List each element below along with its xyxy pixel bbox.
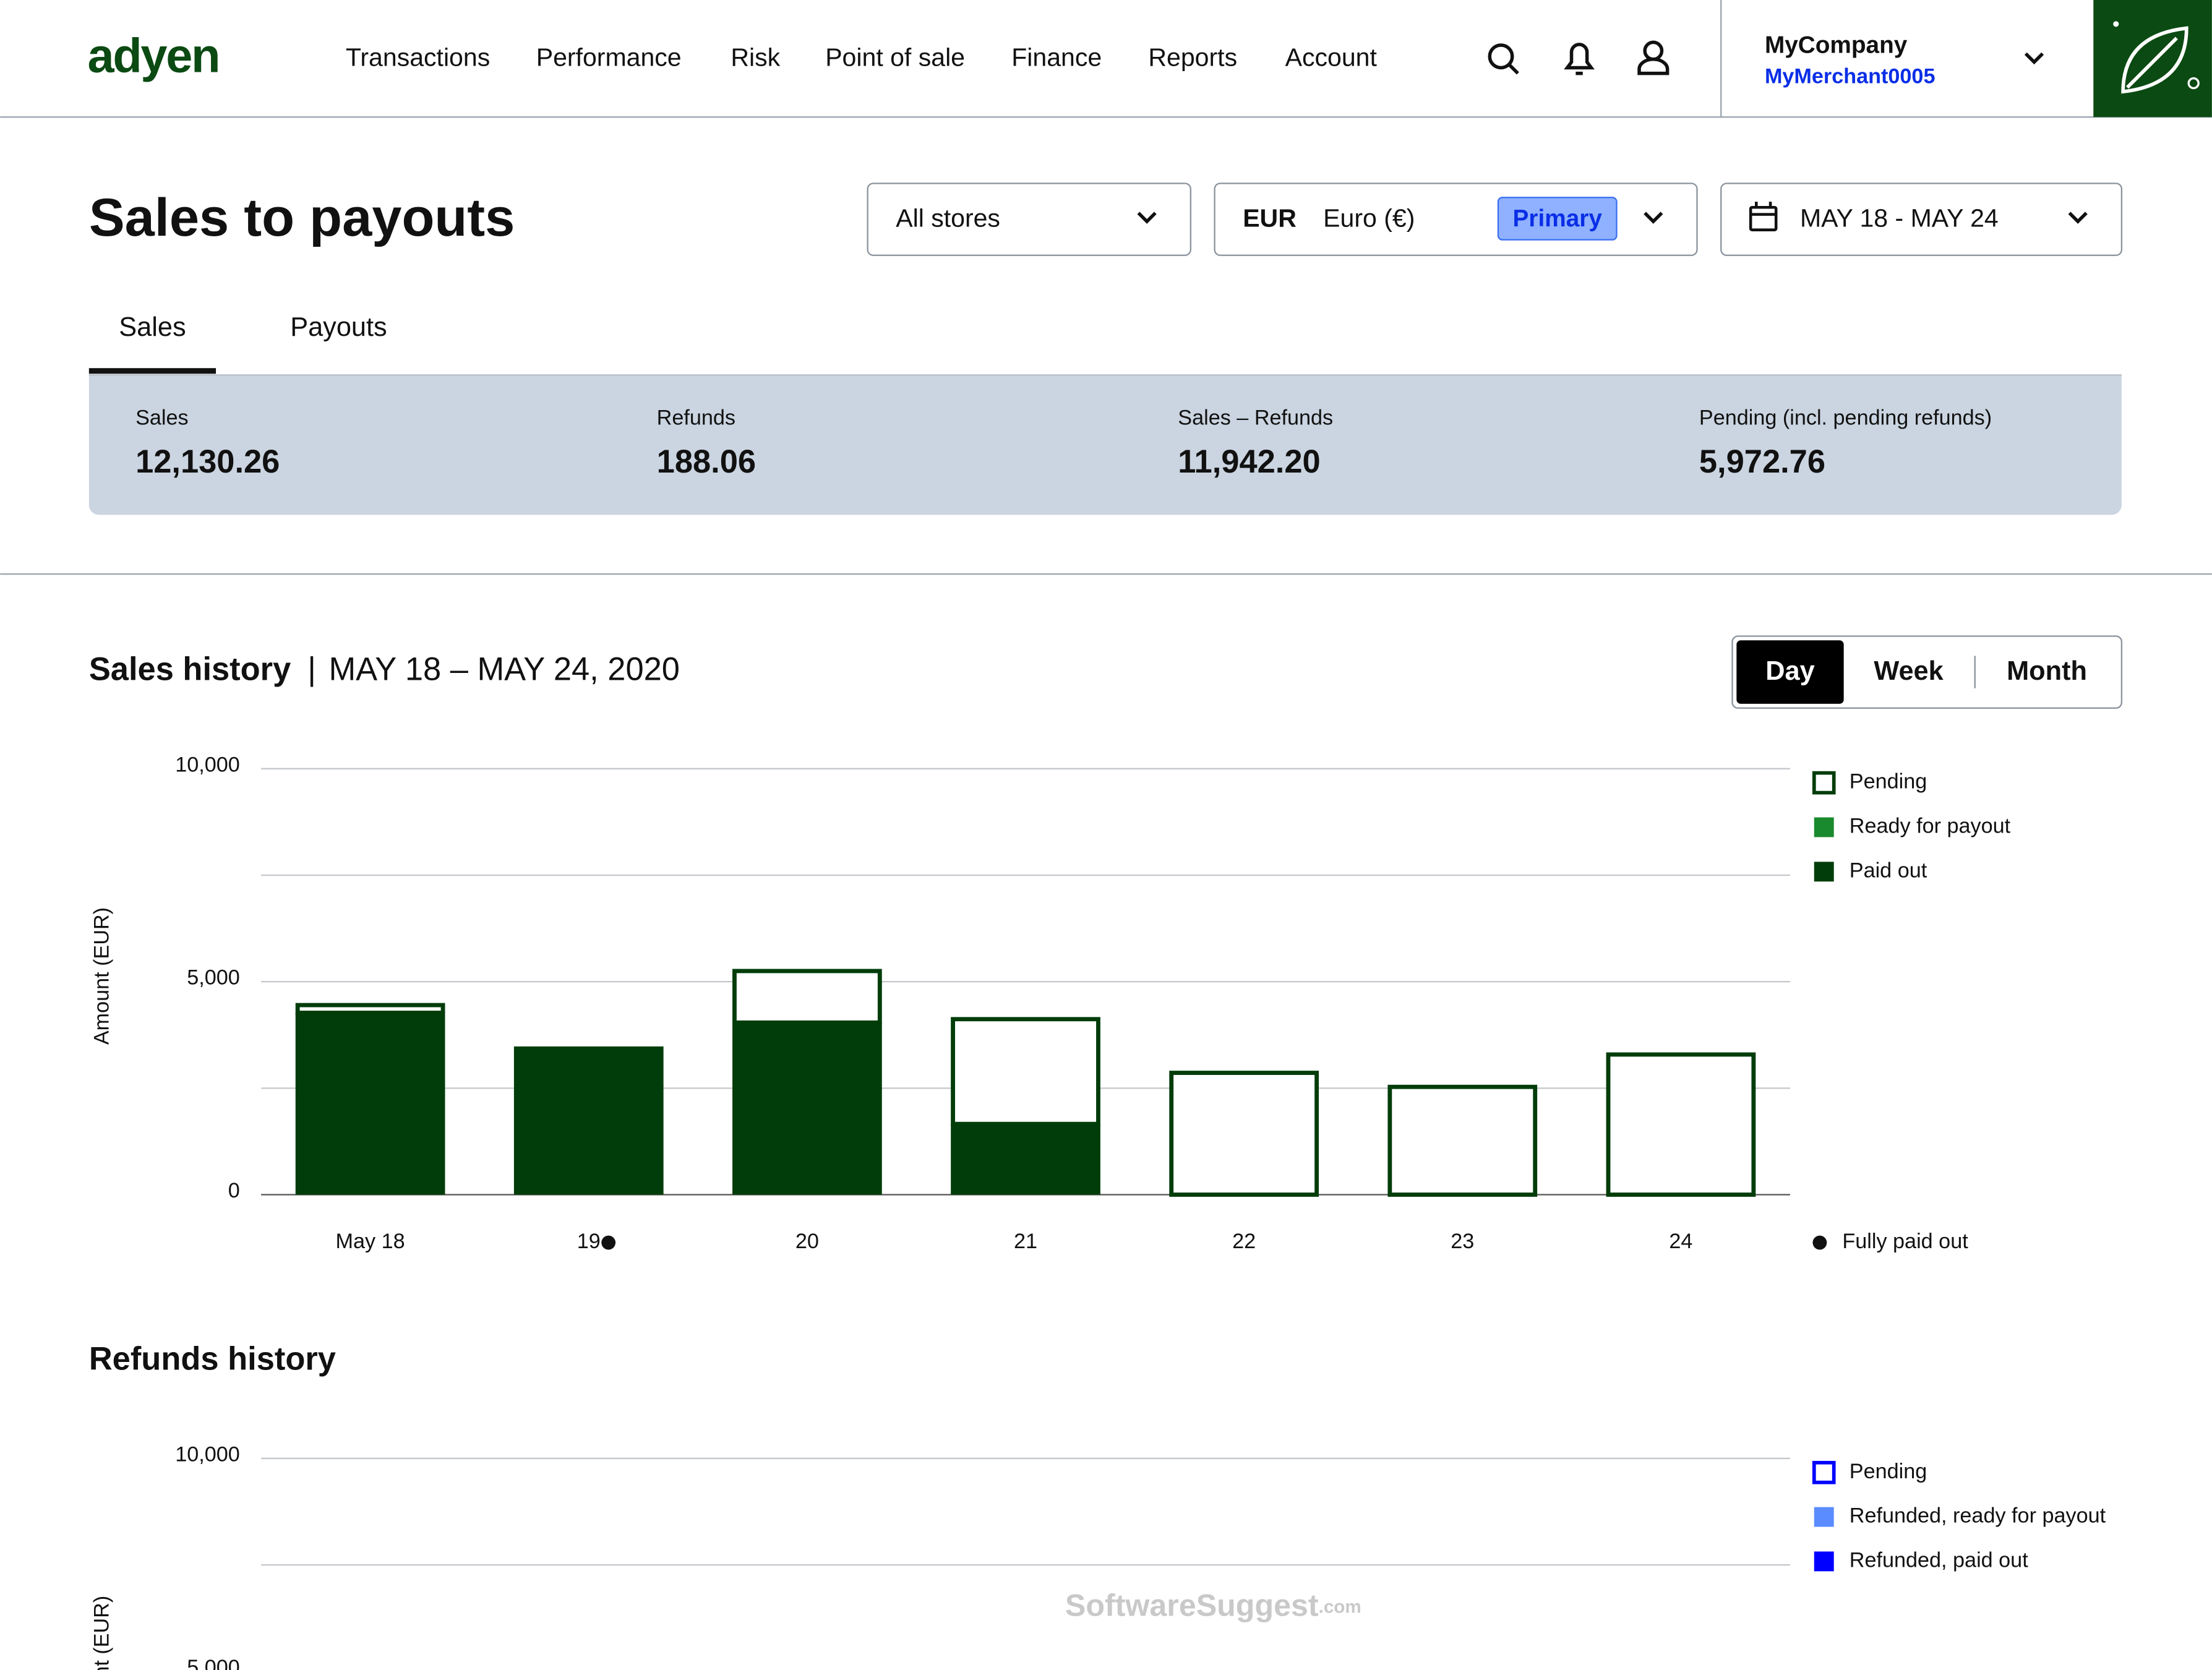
logo[interactable]: adyen (88, 29, 221, 82)
summary: Sales 12,130.26 Refunds 188.06 Sales – Refun… (135, 406, 1992, 480)
tab[interactable]: Sales (119, 312, 186, 342)
y-tick-label: 5,000 (187, 1656, 240, 1670)
legend-label: Pending (1850, 1460, 1927, 1483)
nav-item[interactable]: Transactions (346, 43, 490, 72)
store-select[interactable] (867, 182, 1191, 256)
bar-segment (513, 1046, 664, 1195)
nav-icons (1488, 40, 1670, 75)
tab-indicator (88, 368, 216, 374)
summary-value: 188.06 (657, 444, 756, 480)
nav-item[interactable]: Performance (536, 43, 682, 72)
nav-item[interactable]: Account (1285, 43, 1378, 72)
date-range[interactable]: MAY 18 - MAY 24 (1800, 204, 1999, 233)
bell-icon[interactable] (1564, 43, 1595, 75)
legend-swatch (1814, 1507, 1834, 1527)
bar-segment (951, 1017, 1100, 1126)
chart-subtitle: MAY 18 – MAY 24, 2020 (328, 651, 679, 687)
x-tick-label: 20 (795, 1230, 819, 1253)
x-tick-label: 22 (1232, 1230, 1256, 1253)
currency-name[interactable]: Euro (€) (1323, 204, 1415, 233)
legend-label: Refunded, ready for payout (1850, 1504, 2106, 1528)
bar-segment (732, 1022, 882, 1195)
nav-item[interactable]: Finance (1011, 43, 1102, 72)
nav-item[interactable]: Point of sale (825, 43, 965, 72)
x-tick-label: 24 (1669, 1230, 1692, 1253)
watermark-name: SoftwareSuggest (1065, 1588, 1319, 1623)
watermark: SoftwareSuggest.com (1065, 1588, 1361, 1623)
fully-paid-marker (601, 1235, 616, 1250)
summary-panel (88, 375, 2122, 515)
brand-tile (2093, 0, 2212, 118)
separator: | (307, 651, 316, 687)
y-tick-label: 10,000 (175, 1442, 240, 1466)
legend-label: Pending (1850, 770, 1927, 794)
summary-value: 5,972.76 (1699, 444, 1825, 480)
y-tick-label: 0 (228, 1179, 240, 1202)
calendar-icon (1749, 202, 1778, 231)
y-tick-label: 5,000 (187, 966, 240, 990)
y-axis-label: Amount (EUR) (90, 1596, 114, 1670)
legend-swatch (1812, 771, 1836, 795)
summary-value: 11,942.20 (1178, 444, 1320, 480)
watermark-suffix: .com (1319, 1596, 1361, 1617)
tab[interactable]: Payouts (290, 312, 387, 342)
bar-segment (1387, 1084, 1538, 1197)
legend-swatch (1812, 1460, 1836, 1484)
period-option[interactable]: Month (2007, 656, 2087, 686)
bar-segment (1169, 1071, 1319, 1197)
legend-label: Ready for payout (1850, 814, 2011, 837)
primary-badge (1497, 197, 1618, 241)
period-active (1736, 640, 1844, 704)
y-axis-label: Amount (EUR) (90, 907, 114, 1045)
bar-segment (951, 1124, 1100, 1195)
date-select[interactable] (1720, 182, 2123, 256)
legend-label: Paid out (1850, 859, 1927, 882)
legend-swatch (1814, 1551, 1834, 1572)
leaf-icon (2121, 26, 2188, 94)
summary-label: Sales – Refunds (1178, 406, 1333, 429)
legend-swatch (1814, 862, 1834, 882)
account-chevron[interactable] (2024, 52, 2044, 65)
summary-label: Sales (135, 406, 189, 429)
period-option[interactable]: Week (1874, 656, 1944, 686)
search-icon[interactable] (1488, 43, 1514, 70)
nav-items: Transactions Performance Risk Point of sale… (346, 43, 1378, 72)
nav-item[interactable]: Risk (731, 43, 780, 72)
legend-label: Fully paid out (1842, 1230, 1968, 1253)
legend-marker (1812, 1235, 1827, 1250)
y-tick-label: 10,000 (175, 753, 240, 776)
x-tick-label: 21 (1014, 1230, 1037, 1253)
bar-segment (295, 1013, 445, 1195)
company-name[interactable]: MyCompany (1765, 32, 1908, 58)
merchant-id[interactable]: MyMerchant0005 (1765, 64, 1936, 88)
bar-segment (295, 1003, 445, 1015)
x-tick-label: 19 (577, 1230, 601, 1253)
summary-label: Refunds (657, 406, 735, 429)
nav-bar (0, 0, 2212, 118)
x-tick-label: 23 (1451, 1230, 1474, 1253)
page-title: Sales to payouts (89, 188, 515, 247)
chart-title: Refunds history (89, 1341, 336, 1377)
bar-segment (732, 969, 882, 1025)
primary-badge-text: Primary (1513, 205, 1603, 232)
summary-value: 12,130.26 (135, 444, 280, 480)
legend-swatch (1814, 817, 1834, 837)
currency-code[interactable]: EUR (1243, 204, 1297, 233)
nav-item[interactable]: Reports (1148, 43, 1237, 72)
summary-label: Pending (incl. pending refunds) (1699, 406, 1992, 429)
chart-title: Sales history (89, 651, 291, 687)
x-tick-label: May 18 (336, 1230, 405, 1253)
bar-segment (1606, 1052, 1756, 1197)
legend-label: Refunded, paid out (1850, 1548, 2028, 1572)
period-option[interactable]: Day (1765, 656, 1814, 686)
store-select-value[interactable]: All stores (896, 204, 1000, 233)
